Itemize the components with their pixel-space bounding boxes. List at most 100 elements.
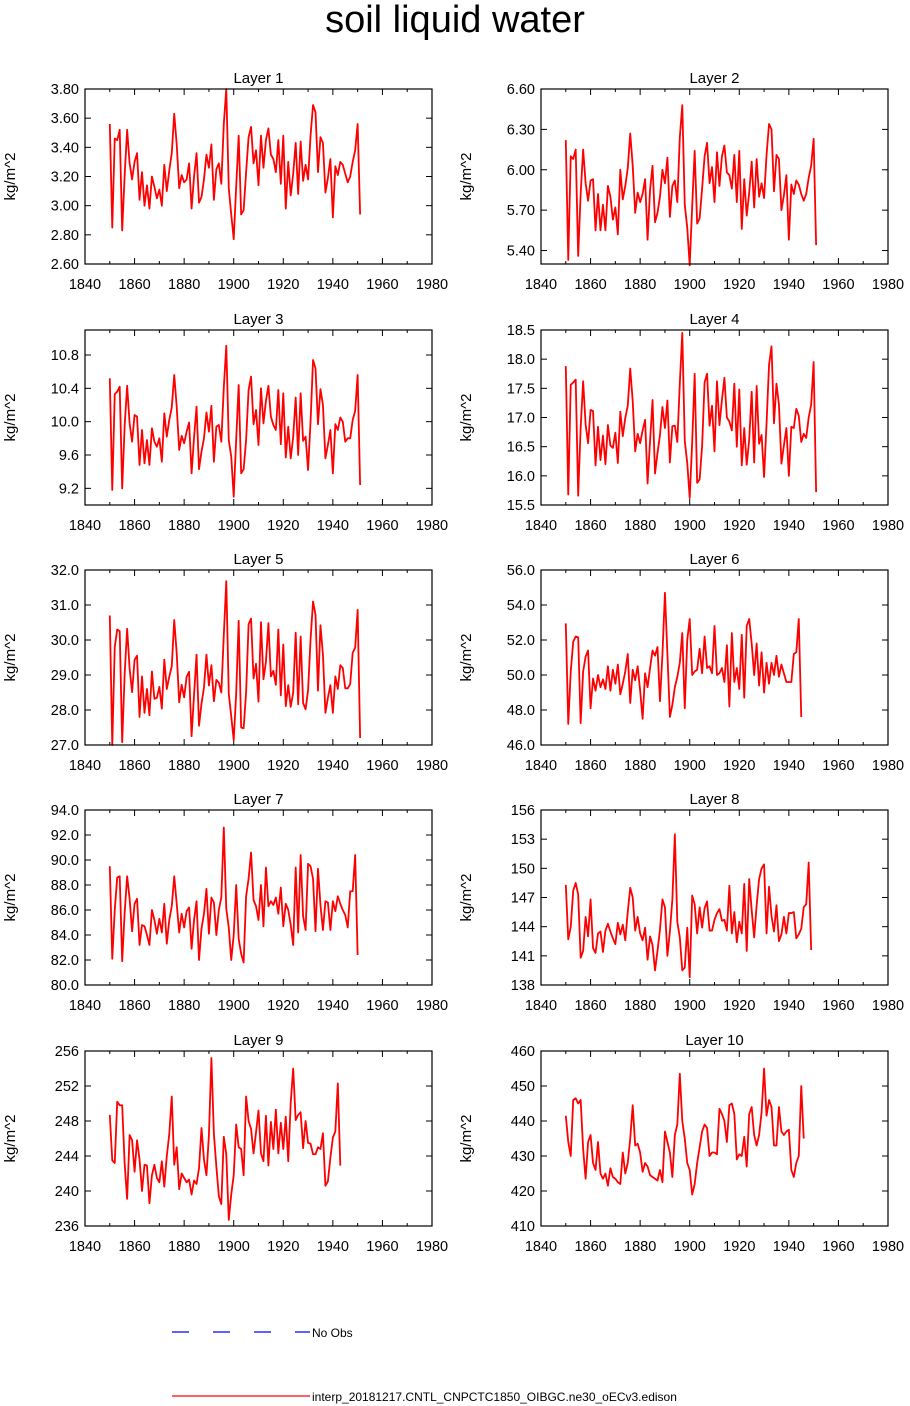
y-tick-label: 138: [511, 978, 535, 994]
chart-panel-5: Layer 5 kg/m^2 1840 1860 1880 1900 1920 1940 196…: [2, 551, 448, 774]
chart-panel-10: Layer 10 kg/m^2 1840 1860 1880 1900 1920 1940 19…: [458, 1032, 904, 1255]
x-tick-label: 1960: [366, 758, 398, 774]
x-tick-label: 1880: [624, 758, 656, 774]
x-tick-label: 1940: [317, 758, 349, 774]
x-tick-label: 1960: [822, 1239, 854, 1255]
y-tick-label: 440: [511, 1114, 535, 1130]
y-tick-label: 5.40: [507, 244, 535, 260]
x-tick-label: 1940: [773, 1239, 805, 1255]
y-axis-label: kg/m^2: [2, 394, 19, 442]
y-tick-label: 10.8: [51, 348, 79, 364]
plot-frame: [540, 329, 889, 506]
x-tick-label: 1960: [822, 998, 854, 1014]
y-tick-label: 18.0: [507, 352, 535, 368]
series-line-model: [564, 833, 813, 979]
x-tick-label: 1920: [723, 277, 755, 293]
panel-title: Layer 8: [689, 791, 739, 808]
x-tick-label: 1960: [366, 277, 398, 293]
y-tick-label: 10.4: [51, 381, 79, 397]
x-tick-label: 1920: [267, 758, 299, 774]
y-axis-label: kg/m^2: [2, 1115, 19, 1163]
x-tick-label: 1880: [624, 518, 656, 534]
chart-panel-2: Layer 2 kg/m^2 1840 1860 1880 1900 1920 1940 196…: [458, 70, 904, 293]
x-tick-label: 1880: [624, 1239, 656, 1255]
legend-obs-label: No Obs: [312, 1326, 353, 1340]
x-tick-label: 1940: [317, 1239, 349, 1255]
series-line-model: [564, 1067, 805, 1196]
y-tick-label: 16.5: [507, 440, 535, 456]
panel-title: Layer 1: [233, 70, 283, 87]
legend: No Obs interp_20181217.CNTL_CNPCTC1850_O…: [172, 1326, 677, 1404]
y-tick-label: 10.0: [51, 415, 79, 431]
y-tick-label: 9.2: [59, 481, 79, 497]
x-tick-label: 1960: [366, 518, 398, 534]
x-tick-label: 1920: [267, 277, 299, 293]
panel-title: Layer 7: [233, 791, 283, 808]
y-tick-label: 3.40: [51, 140, 79, 156]
x-tick-label: 1900: [218, 998, 250, 1014]
x-tick-label: 1980: [872, 1239, 904, 1255]
y-tick-label: 56.0: [507, 563, 535, 579]
x-tick-label: 1880: [168, 998, 200, 1014]
y-tick-label: 92.0: [51, 828, 79, 844]
y-tick-label: 144: [511, 920, 535, 936]
y-tick-label: 86.0: [51, 903, 79, 919]
x-tick-label: 1920: [267, 518, 299, 534]
y-tick-label: 29.0: [51, 668, 79, 684]
x-tick-label: 1920: [723, 998, 755, 1014]
panel-title: Layer 4: [689, 311, 739, 328]
y-tick-label: 450: [511, 1079, 535, 1095]
y-tick-label: 48.0: [507, 703, 535, 719]
chart-panel-3: Layer 3 kg/m^2 1840 1860 1880 1900 1920 1940 196…: [2, 311, 448, 534]
x-tick-label: 1920: [723, 518, 755, 534]
series-line-model: [108, 88, 362, 241]
y-tick-label: 141: [511, 949, 535, 965]
y-tick-label: 88.0: [51, 878, 79, 894]
x-tick-label: 1940: [773, 758, 805, 774]
x-tick-label: 1980: [416, 758, 448, 774]
y-tick-label: 32.0: [51, 563, 79, 579]
panel-title: Layer 5: [233, 551, 283, 568]
y-tick-label: 80.0: [51, 978, 79, 994]
x-tick-label: 1980: [416, 277, 448, 293]
y-tick-label: 15.5: [507, 498, 535, 514]
x-tick-label: 1840: [525, 518, 557, 534]
figure-title: soil liquid water: [325, 0, 585, 41]
x-tick-label: 1960: [822, 518, 854, 534]
plot-frame: [84, 88, 433, 265]
x-tick-label: 1840: [525, 277, 557, 293]
x-tick-label: 1860: [118, 518, 150, 534]
plot-frame: [540, 569, 889, 746]
y-tick-label: 17.5: [507, 381, 535, 397]
x-tick-label: 1920: [723, 758, 755, 774]
x-tick-label: 1840: [69, 518, 101, 534]
y-tick-label: 16.0: [507, 469, 535, 485]
y-tick-label: 3.60: [51, 111, 79, 127]
x-tick-label: 1940: [773, 277, 805, 293]
y-tick-label: 430: [511, 1149, 535, 1165]
series-line-model: [564, 104, 818, 267]
panel-title: Layer 6: [689, 551, 739, 568]
y-tick-label: 3.00: [51, 199, 79, 215]
x-tick-label: 1900: [674, 758, 706, 774]
x-tick-label: 1860: [118, 758, 150, 774]
x-tick-label: 1980: [416, 998, 448, 1014]
y-tick-label: 240: [55, 1184, 79, 1200]
y-tick-label: 17.0: [507, 411, 535, 427]
panel-title: Layer 2: [689, 70, 739, 87]
y-tick-label: 90.0: [51, 853, 79, 869]
plot-frame: [540, 1050, 889, 1227]
x-tick-label: 1880: [168, 277, 200, 293]
legend-model-label: interp_20181217.CNTL_CNPCTC1850_OIBGC.ne…: [312, 1390, 677, 1404]
x-tick-label: 1840: [525, 1239, 557, 1255]
y-tick-label: 3.20: [51, 170, 79, 186]
x-tick-label: 1880: [624, 998, 656, 1014]
y-tick-label: 420: [511, 1184, 535, 1200]
y-tick-label: 18.5: [507, 323, 535, 339]
y-tick-label: 150: [511, 861, 535, 877]
x-tick-label: 1960: [366, 1239, 398, 1255]
y-tick-label: 9.6: [59, 448, 79, 464]
x-tick-label: 1960: [366, 998, 398, 1014]
series-line-model: [564, 332, 818, 499]
